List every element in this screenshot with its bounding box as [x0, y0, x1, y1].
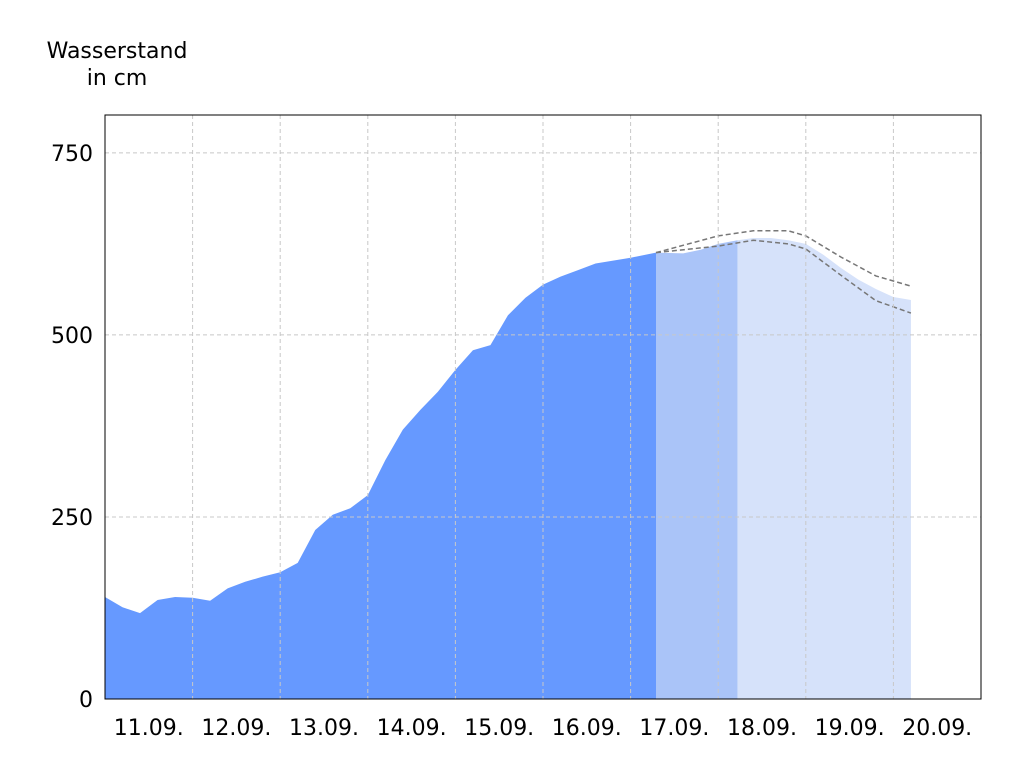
x-tick-label: 15.09.: [464, 716, 534, 741]
area: [737, 238, 911, 699]
plot-frame: [104, 114, 982, 700]
area: [105, 252, 657, 700]
bound-line: [655, 230, 912, 287]
x-tick-label: 17.09.: [639, 716, 709, 741]
y-axis-title: in cm: [87, 66, 148, 91]
area: [656, 240, 738, 699]
x-tick-label: 12.09.: [201, 716, 271, 741]
y-tick-label: 500: [51, 324, 93, 349]
y-tick-label: 250: [51, 506, 93, 531]
x-tick-label: 16.09.: [552, 716, 622, 741]
x-tick-label: 20.09.: [902, 716, 972, 741]
y-axis-title: Wasserstand: [47, 39, 188, 64]
x-tick-label: 11.09.: [114, 716, 184, 741]
x-tick-label: 19.09.: [815, 716, 885, 741]
y-tick-label: 750: [51, 142, 93, 167]
x-tick-label: 14.09.: [377, 716, 447, 741]
x-tick-label: 18.09.: [727, 716, 797, 741]
x-tick-label: 13.09.: [289, 716, 359, 741]
y-tick-label: 0: [79, 688, 93, 713]
bound-line: [655, 239, 912, 314]
